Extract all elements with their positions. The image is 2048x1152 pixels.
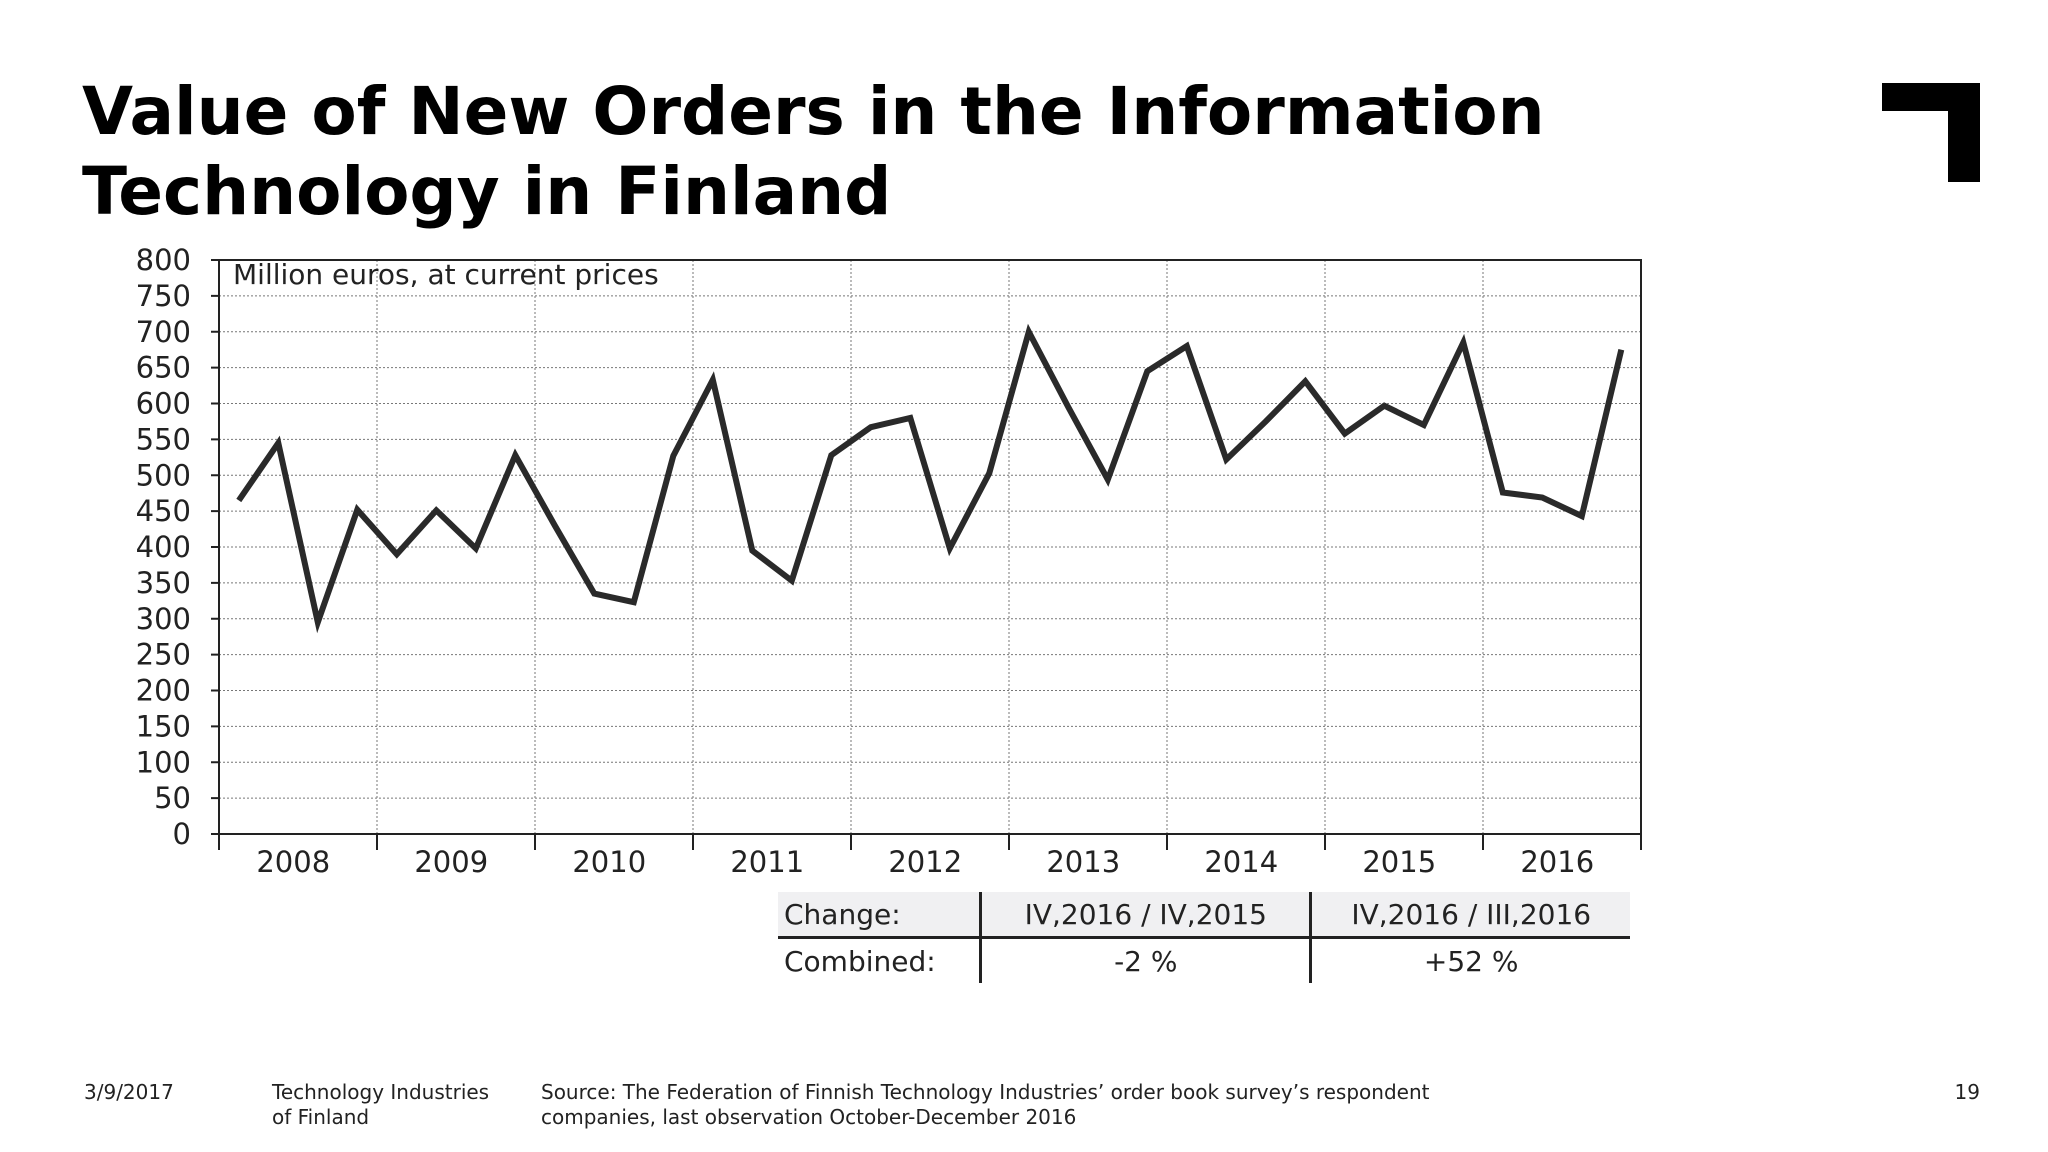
page-number: 19 bbox=[1954, 1080, 1980, 1104]
y-tick-label: 650 bbox=[136, 351, 191, 385]
y-tick-label: 750 bbox=[136, 279, 191, 313]
data-point bbox=[828, 452, 834, 458]
y-tick-label: 50 bbox=[154, 781, 191, 815]
change-table-row: Combined: -2 % +52 % bbox=[778, 937, 1630, 983]
y-tick-label: 700 bbox=[136, 315, 191, 349]
data-point bbox=[1184, 343, 1190, 349]
brand-logo bbox=[1882, 83, 1980, 182]
x-tick-label: 2013 bbox=[1046, 845, 1120, 879]
change-table-header: Change: IV,2016 / IV,2015 IV,2016 / III,… bbox=[778, 892, 1630, 939]
y-tick-label: 450 bbox=[136, 494, 191, 528]
y-tick-label: 200 bbox=[136, 674, 191, 708]
x-axis-ticks: 2008 2009 2010 2011 2012 2013 2014 2015 2016 bbox=[218, 834, 1642, 879]
data-point bbox=[1065, 404, 1071, 410]
data-point bbox=[710, 377, 716, 383]
y-tick-label: 150 bbox=[136, 709, 191, 743]
data-point bbox=[236, 497, 242, 503]
data-point bbox=[1342, 431, 1348, 437]
x-tick-label: 2010 bbox=[572, 845, 646, 879]
x-tick-label: 2015 bbox=[1362, 845, 1436, 879]
data-point bbox=[1263, 418, 1269, 424]
data-point bbox=[1381, 403, 1387, 409]
data-point bbox=[552, 523, 558, 529]
x-tick-label: 2016 bbox=[1520, 845, 1594, 879]
x-tick-label: 2008 bbox=[256, 845, 330, 879]
data-point bbox=[1579, 513, 1585, 519]
data-point bbox=[868, 424, 874, 430]
data-point bbox=[354, 507, 360, 513]
data-point bbox=[907, 415, 913, 421]
x-tick-label: 2014 bbox=[1204, 845, 1278, 879]
data-point bbox=[1223, 457, 1229, 463]
series-line bbox=[236, 323, 1625, 634]
data-point bbox=[986, 470, 992, 476]
change-header-quarter-over-quarter: IV,2016 / III,2016 bbox=[1309, 892, 1630, 939]
data-point bbox=[947, 545, 953, 551]
y-tick-label: 550 bbox=[136, 422, 191, 456]
combined-qoq-value: +52 % bbox=[1309, 937, 1630, 983]
change-table: Change: IV,2016 / IV,2015 IV,2016 / III,… bbox=[778, 892, 1630, 983]
data-point bbox=[1618, 347, 1624, 353]
data-point bbox=[394, 551, 400, 557]
data-point bbox=[789, 578, 795, 584]
chart-grid bbox=[219, 260, 1641, 834]
footer-date: 3/9/2017 bbox=[84, 1080, 174, 1104]
data-point bbox=[749, 548, 755, 554]
data-point bbox=[1500, 490, 1506, 496]
combined-yoy-value: -2 % bbox=[979, 937, 1311, 983]
y-tick-label: 250 bbox=[136, 638, 191, 672]
footer-organization: Technology Industries of Finland bbox=[272, 1080, 490, 1129]
y-tick-label: 0 bbox=[173, 817, 191, 851]
data-point bbox=[1460, 340, 1466, 346]
data-point bbox=[1026, 329, 1032, 335]
data-point bbox=[1105, 477, 1111, 483]
combined-label: Combined: bbox=[784, 944, 936, 978]
y-tick-label: 400 bbox=[136, 530, 191, 564]
change-header-year-over-year: IV,2016 / IV,2015 bbox=[979, 892, 1311, 939]
x-tick-label: 2011 bbox=[730, 845, 804, 879]
change-header-label: Change: bbox=[778, 892, 981, 939]
data-point bbox=[473, 545, 479, 551]
y-tick-label: 500 bbox=[136, 458, 191, 492]
data-point bbox=[433, 507, 439, 513]
chart-annotation: Million euros, at current prices bbox=[233, 258, 659, 291]
y-tick-label: 100 bbox=[136, 745, 191, 779]
footer-source: Source: The Federation of Finnish Techno… bbox=[541, 1080, 1430, 1129]
x-tick-label: 2012 bbox=[888, 845, 962, 879]
data-point bbox=[1539, 495, 1545, 501]
data-point bbox=[591, 591, 597, 597]
data-point bbox=[1302, 378, 1308, 384]
y-tick-label: 300 bbox=[136, 602, 191, 636]
y-tick-label: 600 bbox=[136, 387, 191, 421]
data-point bbox=[275, 440, 281, 446]
y-tick-label: 800 bbox=[136, 243, 191, 277]
page-title: Value of New Orders in the Information T… bbox=[82, 73, 1545, 230]
x-tick-label: 2009 bbox=[414, 845, 488, 879]
data-point bbox=[631, 599, 637, 605]
data-point bbox=[670, 453, 676, 459]
data-point bbox=[315, 619, 321, 625]
data-point bbox=[1144, 368, 1150, 374]
data-point bbox=[1421, 422, 1427, 428]
data-point bbox=[512, 452, 518, 458]
y-axis-ticks: 0501001502002503003504004505005506006507… bbox=[136, 243, 219, 851]
series-layer bbox=[236, 323, 1625, 634]
y-tick-label: 350 bbox=[136, 566, 191, 600]
